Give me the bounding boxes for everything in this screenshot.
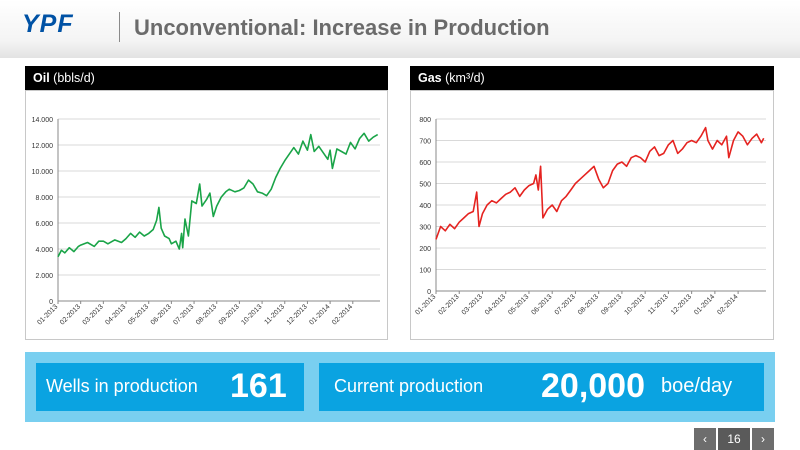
wells-label: Wells in production — [46, 376, 198, 396]
oil-x-tick-label: 06-2013 — [150, 303, 173, 326]
wells-kpi-box: Wells in production 161 — [36, 363, 304, 411]
gas-x-tick-label: 02-2014 — [716, 293, 739, 316]
gas-x-tick-label: 03-2013 — [461, 293, 484, 316]
header-divider — [119, 12, 120, 42]
oil-series-line — [57, 132, 379, 258]
oil-y-tick-label: 2.000 — [35, 273, 53, 280]
production-label: Current production — [334, 376, 484, 396]
gas-y-tick-label: 400 — [419, 203, 431, 210]
gas-x-tick-label: 01-2014 — [693, 293, 716, 316]
oil-x-tick-label: 12-2013 — [286, 303, 309, 326]
oil-y-tick-label: 10.000 — [32, 169, 54, 176]
oil-y-tick-label: 12.000 — [32, 143, 54, 150]
gas-x-tick-label: 10-2013 — [623, 293, 646, 316]
oil-x-tick-label: 11-2013 — [263, 303, 286, 326]
slide-header: YPF Unconventional: Increase in Producti… — [0, 0, 800, 58]
kpi-strip: Wells in production 161 Current producti… — [25, 352, 775, 422]
gas-y-tick-label: 700 — [419, 139, 431, 146]
gas-x-tick-label: 06-2013 — [530, 293, 553, 316]
oil-y-tick-label: 4.000 — [35, 247, 53, 254]
gas-y-tick-label: 100 — [419, 268, 431, 275]
oil-x-tick-label: 01-2014 — [308, 303, 331, 326]
oil-x-tick-label: 10-2013 — [240, 303, 263, 326]
gas-x-tick-label: 07-2013 — [554, 293, 577, 316]
chevron-right-icon: › — [761, 432, 765, 446]
oil-y-tick-label: 0 — [49, 299, 53, 306]
oil-y-tick-label: 14.000 — [32, 117, 54, 124]
gas-x-tick-label: 05-2013 — [507, 293, 530, 316]
gas-x-tick-label: 02-2013 — [438, 293, 461, 316]
prev-page-button[interactable]: ‹ — [694, 428, 716, 450]
oil-x-tick-label: 04-2013 — [104, 303, 127, 326]
next-page-button[interactable]: › — [752, 428, 774, 450]
gas-chart-header: Gas (km³/d) — [410, 66, 774, 90]
gas-y-tick-label: 300 — [419, 225, 431, 232]
gas-x-tick-label: 01-2013 — [414, 293, 437, 316]
oil-x-tick-label: 05-2013 — [127, 303, 150, 326]
gas-x-tick-label: 09-2013 — [600, 293, 623, 316]
gas-y-tick-label: 600 — [419, 160, 431, 167]
oil-x-tick-label: 08-2013 — [195, 303, 218, 326]
chevron-left-icon: ‹ — [703, 432, 707, 446]
gas-chart-box: 0 100 200 300 400 500 600 700 800 01-2013 02-2013 0… — [410, 90, 774, 340]
gas-x-tick-label: 12-2013 — [670, 293, 693, 316]
oil-chart-unit: (bbls/d) — [53, 71, 95, 85]
gas-x-tick-label: 08-2013 — [577, 293, 600, 316]
production-unit: boe/day — [661, 375, 733, 397]
gas-y-tick-label: 800 — [419, 117, 431, 124]
oil-y-tick-label: 6.000 — [35, 221, 53, 228]
page-number: 16 — [718, 428, 750, 450]
gas-chart-title: Gas — [418, 71, 442, 85]
oil-y-tick-label: 8.000 — [35, 195, 53, 202]
oil-chart-box: 0 2.000 4.000 6.000 8.000 10.000 12.000 14.000 0… — [25, 90, 388, 340]
oil-chart-header: Oil (bbls/d) — [25, 66, 388, 90]
oil-x-tick-label: 01-2013 — [36, 303, 59, 326]
oil-x-tick-label: 09-2013 — [218, 303, 241, 326]
production-kpi-box: Current production 20,000 boe/day — [319, 363, 764, 411]
gas-chart-unit: (km³/d) — [445, 71, 485, 85]
oil-chart-title: Oil — [33, 71, 50, 85]
oil-x-tick-label: 03-2013 — [82, 303, 105, 326]
gas-y-tick-label: 500 — [419, 182, 431, 189]
production-value: 20,000 — [541, 367, 645, 405]
oil-x-tick-label: 02-2014 — [331, 303, 354, 326]
oil-x-tick-label: 07-2013 — [172, 303, 195, 326]
page-title: Unconventional: Increase in Production — [134, 15, 550, 40]
gas-y-tick-label: 200 — [419, 246, 431, 253]
gas-y-tick-label: 0 — [427, 289, 431, 296]
oil-x-tick-label: 02-2013 — [59, 303, 82, 326]
oil-chart: 0 2.000 4.000 6.000 8.000 10.000 12.000 14.000 0… — [32, 117, 380, 327]
ypf-logo: YPF — [22, 10, 74, 38]
gas-x-tick-label: 11-2013 — [647, 293, 670, 316]
gas-series-line — [435, 126, 765, 240]
gas-x-tick-label: 04-2013 — [484, 293, 507, 316]
wells-value: 161 — [230, 367, 287, 405]
